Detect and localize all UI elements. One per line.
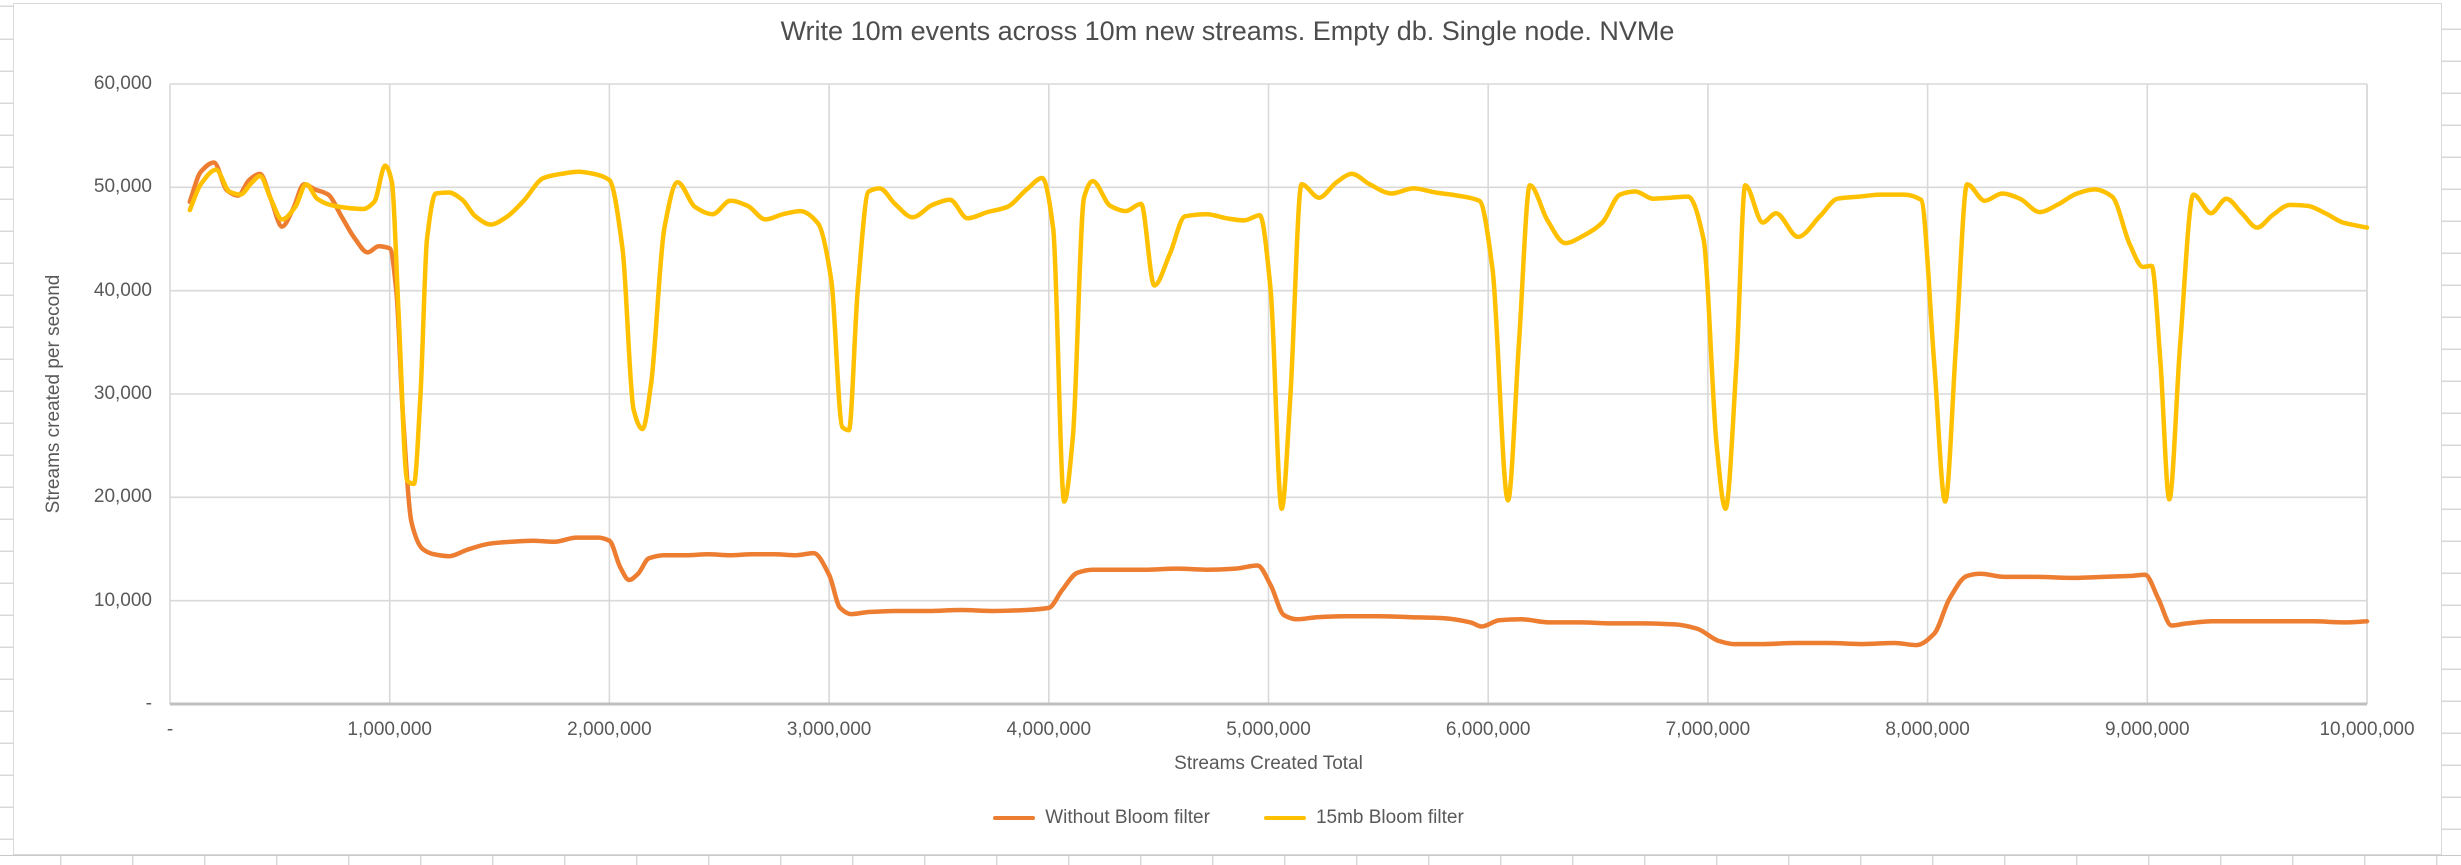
x-axis-title-text: Streams Created Total xyxy=(1174,753,1363,774)
x-tick-label: 8,000,000 xyxy=(1885,719,1970,740)
x-tick-label: 5,000,000 xyxy=(1226,719,1311,740)
x-tick-label: 10,000,000 xyxy=(2319,719,2415,740)
x-axis-title: Streams Created Total xyxy=(14,753,2443,775)
y-tick-label: 50,000 xyxy=(93,176,152,198)
legend-line-swatch xyxy=(993,815,1036,821)
x-tick-label: 3,000,000 xyxy=(786,719,872,740)
legend-label: 15mb Bloom filter xyxy=(1315,807,1464,828)
chart-title: Write 10m events across 10m new streams.… xyxy=(780,16,1675,46)
x-tick-label: 1,000,000 xyxy=(347,719,432,740)
series-line-15mb-bloom-filter[interactable] xyxy=(187,163,2370,511)
chart-object[interactable]: Write 10m events across 10m new streams.… xyxy=(13,3,2442,855)
plot-area xyxy=(169,83,2370,706)
x-tick-label: 7,000,000 xyxy=(1665,719,1751,740)
y-tick-label: 30,000 xyxy=(93,383,152,404)
y-tick-label: 10,000 xyxy=(93,589,152,611)
x-tick-label: 6,000,000 xyxy=(1445,719,1531,740)
x-tick-label: - xyxy=(166,719,174,740)
legend-item-15mb-bloom-filter[interactable]: 15mb Bloom filter xyxy=(1263,807,1464,829)
x-tick-label: 4,000,000 xyxy=(1006,719,1092,740)
x-tick-label: 9,000,000 xyxy=(2105,719,2190,740)
spreadsheet-cells-bottom[interactable] xyxy=(0,855,2461,865)
chart-legend: Without Bloom filter 15mb Bloom filter xyxy=(14,807,2443,829)
spreadsheet-cells-left[interactable] xyxy=(0,0,13,865)
spreadsheet-cells-right[interactable] xyxy=(2442,0,2461,865)
y-tick-label: 40,000 xyxy=(93,279,152,301)
y-tick-label: 20,000 xyxy=(93,486,152,508)
y-tick-label: - xyxy=(145,693,152,714)
legend-label: Without Bloom filter xyxy=(1045,807,1210,828)
legend-item-without-bloom-filter[interactable]: Without Bloom filter xyxy=(993,807,1210,829)
x-tick-label: 2,000,000 xyxy=(567,719,652,740)
y-tick-label: 60,000 xyxy=(93,73,152,94)
legend-line-swatch xyxy=(1263,815,1306,821)
series-line-without-bloom-filter[interactable] xyxy=(187,160,2370,648)
